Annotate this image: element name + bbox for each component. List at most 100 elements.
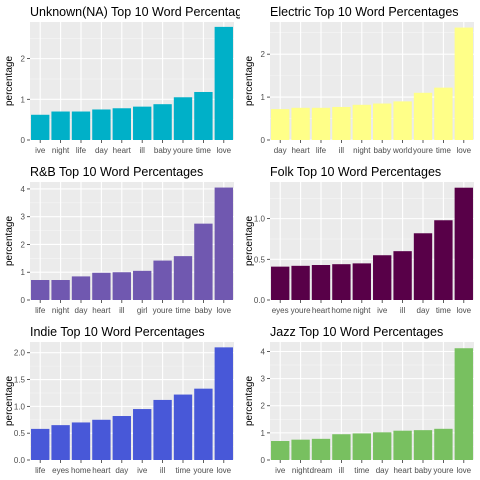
bar xyxy=(373,103,392,140)
bar xyxy=(393,430,412,460)
x-tick-label: eyes xyxy=(272,306,289,315)
bar xyxy=(373,432,392,460)
x-tick-label: home xyxy=(331,306,352,315)
bar xyxy=(454,27,473,140)
chart-svg: Jazz Top 10 Word Percentages 0 1 2 3 4 ive nigh… xyxy=(244,325,474,475)
chart-panel-unknown: Unknown(NA) Top 10 Word Percentages 0 1 2 iv… xyxy=(0,0,240,160)
x-tick-label: life xyxy=(76,146,87,155)
x-tick-label: ive xyxy=(377,306,388,315)
bar xyxy=(271,441,290,460)
y-tick-label: 0 xyxy=(21,296,26,305)
x-tick-label: life xyxy=(316,146,327,155)
chart-svg: R&B Top 10 Word Percentages 0 1 2 3 4 life nigh… xyxy=(4,165,234,315)
x-tick-label: heart xyxy=(92,306,111,315)
bar xyxy=(173,97,193,140)
bar xyxy=(393,101,412,140)
bar xyxy=(112,416,131,460)
chart-svg: Folk Top 10 Word Percentages 0.0 0.5 1.0 eye… xyxy=(244,165,474,315)
y-tick-label: 2 xyxy=(21,55,26,64)
x-tick-label: heart xyxy=(291,146,310,155)
bar xyxy=(332,434,351,460)
x-tick-label: love xyxy=(216,466,231,475)
bar xyxy=(311,265,331,300)
y-axis-label: percentage xyxy=(4,56,15,106)
bar xyxy=(112,272,131,300)
bar xyxy=(173,394,193,460)
x-tick-label: ill xyxy=(119,306,125,315)
y-tick-label: 0 xyxy=(261,136,266,145)
x-tick-label: time xyxy=(436,306,452,315)
x-tick-label: night xyxy=(52,306,70,315)
x-tick-label: time xyxy=(354,466,370,475)
x-tick-label: world xyxy=(392,146,412,155)
x-tick-label: ill xyxy=(160,466,166,475)
x-tick-label: baby xyxy=(154,146,171,155)
bar xyxy=(194,91,213,140)
y-axis-label: percentage xyxy=(4,216,15,266)
bar xyxy=(352,263,371,300)
x-tick-label: love xyxy=(216,146,231,155)
x-tick-label: youre xyxy=(173,146,194,155)
x-tick-label: baby xyxy=(374,146,391,155)
x-tick-label: ive xyxy=(137,466,148,475)
x-tick-label: love xyxy=(456,146,471,155)
y-tick-label: 0 xyxy=(21,136,26,145)
chart-panel-folk: Folk Top 10 Word Percentages 0.0 0.5 1.0 eye… xyxy=(240,160,480,320)
chart-panel-electric: Electric Top 10 Word Percentages 0 1 2 day he… xyxy=(240,0,480,160)
x-tick-label: day xyxy=(75,306,88,315)
bar xyxy=(194,223,213,300)
bar xyxy=(51,111,70,140)
y-tick-label: 0.5 xyxy=(14,429,26,438)
x-tick-label: night xyxy=(52,146,70,155)
bar xyxy=(31,280,50,300)
y-tick-label: 1.0 xyxy=(254,215,266,224)
x-tick-label: night xyxy=(353,146,371,155)
bar xyxy=(51,425,70,460)
bar xyxy=(434,87,453,140)
x-tick-label: night xyxy=(292,466,310,475)
bar xyxy=(133,270,152,300)
chart-panel-indie: Indie Top 10 Word Percentages 0.0 0.5 1.0 1.… xyxy=(0,320,240,480)
x-tick-label: heart xyxy=(312,306,331,315)
x-tick-label: ill xyxy=(400,306,406,315)
y-tick-label: 4 xyxy=(21,185,26,194)
x-tick-label: youre xyxy=(291,306,312,315)
x-tick-label: ive xyxy=(35,146,46,155)
bar xyxy=(332,264,351,300)
x-tick-label: day xyxy=(376,466,389,475)
bar xyxy=(92,272,111,300)
y-tick-label: 0 xyxy=(261,456,266,465)
y-tick-label: 1.5 xyxy=(14,376,26,385)
y-tick-label: 1.0 xyxy=(14,402,26,411)
x-tick-label: girl xyxy=(137,306,148,315)
bar xyxy=(291,107,310,140)
bar xyxy=(153,104,172,140)
x-tick-label: ill xyxy=(339,466,345,475)
x-tick-label: baby xyxy=(414,466,431,475)
y-tick-label: 0.0 xyxy=(254,296,266,305)
x-tick-label: ill xyxy=(339,146,345,155)
x-tick-label: day xyxy=(417,306,430,315)
x-tick-label: day xyxy=(115,466,128,475)
chart-title: Indie Top 10 Word Percentages xyxy=(30,325,205,339)
bar xyxy=(92,109,111,140)
x-tick-label: baby xyxy=(195,306,212,315)
x-tick-label: youre xyxy=(153,306,174,315)
x-tick-label: day xyxy=(274,146,287,155)
bar xyxy=(214,347,233,460)
y-axis-label: percentage xyxy=(244,216,255,266)
bar xyxy=(413,430,433,460)
y-tick-label: 3 xyxy=(21,213,26,222)
x-tick-label: life xyxy=(35,306,46,315)
x-tick-label: love xyxy=(456,466,471,475)
bar xyxy=(271,109,290,140)
y-tick-label: 1 xyxy=(261,93,266,102)
x-tick-label: love xyxy=(456,306,471,315)
bar xyxy=(413,92,433,140)
bar xyxy=(291,265,310,300)
bar xyxy=(71,276,91,300)
bar xyxy=(133,106,152,140)
bar xyxy=(153,399,172,460)
y-tick-label: 2 xyxy=(261,402,266,411)
y-tick-label: 2.0 xyxy=(14,349,26,358)
